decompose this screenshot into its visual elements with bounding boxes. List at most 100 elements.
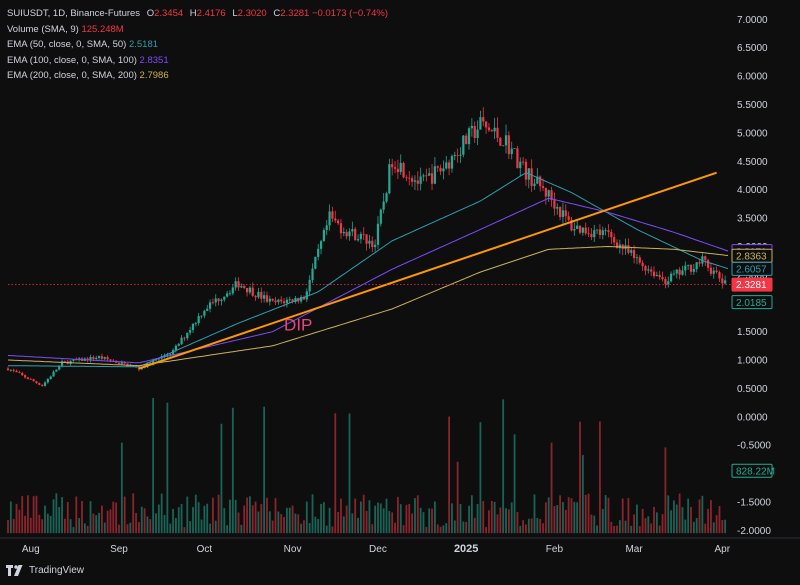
candle-body [541, 186, 545, 188]
candle-body [610, 232, 613, 238]
ema50-line [8, 172, 729, 368]
footer-branding[interactable]: TradingView [6, 565, 84, 576]
volume-bar [308, 523, 311, 534]
candle-body [687, 264, 690, 266]
candle-body [351, 229, 354, 232]
volume-bar [607, 497, 610, 534]
candle-body [231, 287, 234, 294]
ema100-legend-row[interactable]: EMA (100, close, 0, SMA, 100) 2.8351 [7, 53, 388, 69]
volume-bar [58, 507, 61, 534]
volume-bar [698, 499, 701, 534]
price-axis[interactable]: 7.0000 6.5000 6.0000 5.5000 5.0000 4.5000 4.00… [731, 15, 775, 537]
volume-bar [630, 525, 633, 534]
volume-bar [468, 505, 470, 534]
volume-bar [271, 520, 274, 534]
volume-bar [69, 519, 72, 534]
volume-bar [610, 521, 613, 534]
y-tick-label: 6.5000 [737, 43, 768, 54]
volume-bar [177, 507, 180, 534]
candle-body [337, 220, 340, 224]
candle-body [521, 161, 525, 163]
volume-bar [46, 513, 49, 534]
candle-body [388, 164, 391, 194]
candle-body [103, 357, 106, 359]
candle-body [450, 156, 454, 169]
volume-bar [505, 508, 507, 534]
volume-bar [453, 520, 456, 534]
candle-body [291, 299, 294, 303]
candle-body [317, 248, 320, 257]
volume-bar [89, 501, 92, 534]
axis-price-label: 828.22M [736, 466, 775, 477]
volume-bar [229, 499, 231, 534]
volume-bar [673, 500, 675, 534]
volume-bar [402, 525, 405, 534]
axis-price-label: 2.6057 [736, 264, 767, 275]
candle-body [60, 361, 64, 366]
volume-bar [596, 525, 598, 534]
volume-bar [587, 493, 590, 534]
volume-bar [710, 500, 712, 534]
candle-body [32, 379, 35, 382]
symbol-label[interactable]: SUIUSDT, 1D, Binance-Futures [7, 8, 141, 19]
candle-body [189, 330, 192, 333]
candle-body [516, 148, 519, 169]
tradingview-logo-icon [6, 565, 23, 576]
candle-body [208, 302, 212, 309]
candle-body [556, 207, 559, 209]
candle-body [399, 162, 402, 173]
y-tick-label: -1.5000 [737, 497, 771, 508]
volume-bar [183, 527, 186, 534]
volume-bar [675, 504, 678, 534]
candle-body [632, 250, 636, 259]
volume-bar [231, 407, 234, 534]
volume-bar [220, 423, 223, 534]
chart-legend: SUIUSDT, 1D, Binance-Futures O2.3454 H2.… [7, 6, 388, 84]
ema50-legend-label: EMA (50, close, 0, SMA, 50) [7, 39, 127, 50]
low-label: L [232, 8, 238, 19]
candle-body [436, 166, 439, 168]
time-axis[interactable]: Aug Sep Oct Nov Dec 2025 Feb Mar Apr [0, 537, 800, 555]
candle-body [496, 127, 499, 138]
candle-body [655, 274, 658, 277]
volume-legend-row[interactable]: Volume (SMA, 9) 125.248M [7, 22, 388, 38]
candle-body [442, 168, 445, 172]
candle-body [100, 356, 104, 359]
volume-legend-value: 125.248M [81, 23, 124, 35]
volume-bar [44, 505, 46, 534]
candle-body [453, 155, 456, 157]
ema200-legend-row[interactable]: EMA (200, close, 0, SMA, 200) 2.7986 [7, 68, 388, 84]
volume-bar [101, 505, 103, 534]
candle-body [23, 375, 27, 378]
volume-bar [459, 504, 462, 534]
candle-body [263, 295, 266, 299]
candle-body [618, 244, 621, 249]
ema50-legend-row[interactable]: EMA (50, close, 0, SMA, 50) 2.5181 [7, 37, 388, 53]
volume-bar [32, 496, 35, 534]
volume-bar [15, 503, 18, 534]
open-label: O [146, 8, 155, 19]
volume-bar [678, 493, 681, 534]
volume-bar [331, 526, 334, 534]
candle-body [652, 271, 656, 277]
candle-body [419, 176, 422, 184]
candle-body [558, 207, 562, 217]
candle-body [220, 299, 223, 302]
volume-bar [365, 510, 368, 534]
volume-bar [616, 525, 618, 534]
volume-bar [544, 502, 547, 534]
volume-bar [237, 512, 240, 534]
volume-bar [254, 501, 257, 534]
volume-bar [507, 509, 510, 534]
volume-bar [681, 507, 684, 534]
candle-body [288, 299, 291, 301]
candle-body [237, 281, 240, 288]
volume-bar [160, 493, 163, 534]
y-tick-label: 2.5000 [737, 270, 768, 281]
candle-body [476, 129, 479, 138]
candle-body [29, 378, 32, 380]
x-tick-label: Dec [369, 544, 387, 555]
y-tick-label: 0.5000 [737, 384, 768, 395]
volume-bar [419, 507, 422, 534]
